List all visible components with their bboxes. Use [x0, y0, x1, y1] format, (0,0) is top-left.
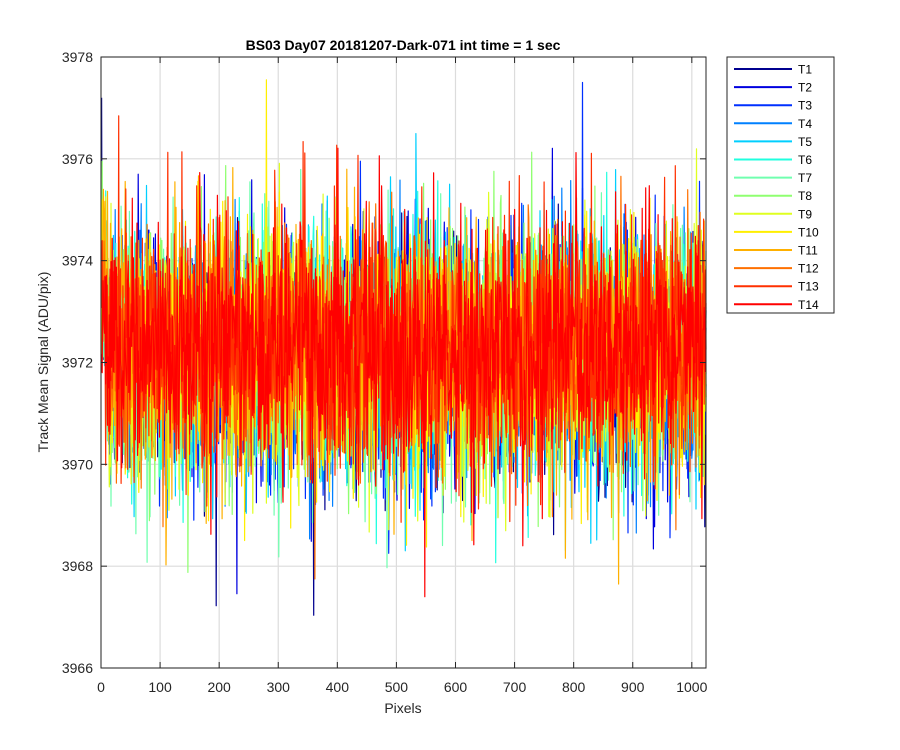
y-tick-label: 3968: [62, 558, 93, 574]
x-tick-label: 300: [267, 679, 291, 695]
x-tick-label: 200: [207, 679, 231, 695]
legend-label-t5: T5: [798, 135, 812, 149]
y-tick-label: 3976: [62, 151, 93, 167]
legend-label-t14: T14: [798, 298, 819, 312]
chart-title: BS03 Day07 20181207-Dark-071 int time = …: [246, 37, 561, 53]
legend-label-t9: T9: [798, 207, 812, 221]
legend-label-t13: T13: [798, 280, 819, 294]
x-axis-label: Pixels: [384, 700, 421, 716]
x-tick-label: 0: [97, 679, 105, 695]
y-tick-label: 3966: [62, 660, 93, 676]
x-tick-label: 100: [148, 679, 172, 695]
axis-ticks: 0 100 200 300 400 500 600 700 800 900 1000 3966 3968…: [62, 49, 708, 695]
x-tick-label: 1000: [676, 679, 707, 695]
x-tick-label: 700: [503, 679, 527, 695]
x-tick-label: 500: [385, 679, 409, 695]
x-tick-label: 900: [621, 679, 645, 695]
x-tick-label: 400: [326, 679, 350, 695]
legend-label-t1: T1: [798, 63, 812, 77]
y-tick-label: 3974: [62, 253, 93, 269]
legend-label-t2: T2: [798, 81, 812, 95]
legend-label-t10: T10: [798, 225, 819, 239]
series-lines: [101, 79, 707, 616]
legend-box: [726, 56, 835, 314]
y-axis-label: Track Mean Signal (ADU/pix): [35, 272, 51, 453]
x-tick-label: 600: [444, 679, 468, 695]
legend-label-t12: T12: [798, 262, 819, 276]
y-tick-label: 3970: [62, 456, 93, 472]
legend-label-t6: T6: [798, 153, 812, 167]
y-tick-label: 3978: [62, 49, 93, 65]
plot-area: 0 100 200 300 400 500 600 700 800 900 1000 3966 3968…: [62, 49, 708, 695]
legend: T1 T2 T3 T4 T5 T6 T7 T8 T9 T10 T11 T12 T13 T14: [726, 56, 835, 314]
y-tick-label: 3972: [62, 355, 93, 371]
legend-label-t8: T8: [798, 189, 812, 203]
legend-label-t7: T7: [798, 171, 812, 185]
legend-label-t3: T3: [798, 99, 812, 113]
x-tick-label: 800: [562, 679, 586, 695]
series-line-t14: [101, 147, 707, 598]
legend-label-t11: T11: [798, 244, 818, 258]
legend-label-t4: T4: [798, 117, 812, 131]
